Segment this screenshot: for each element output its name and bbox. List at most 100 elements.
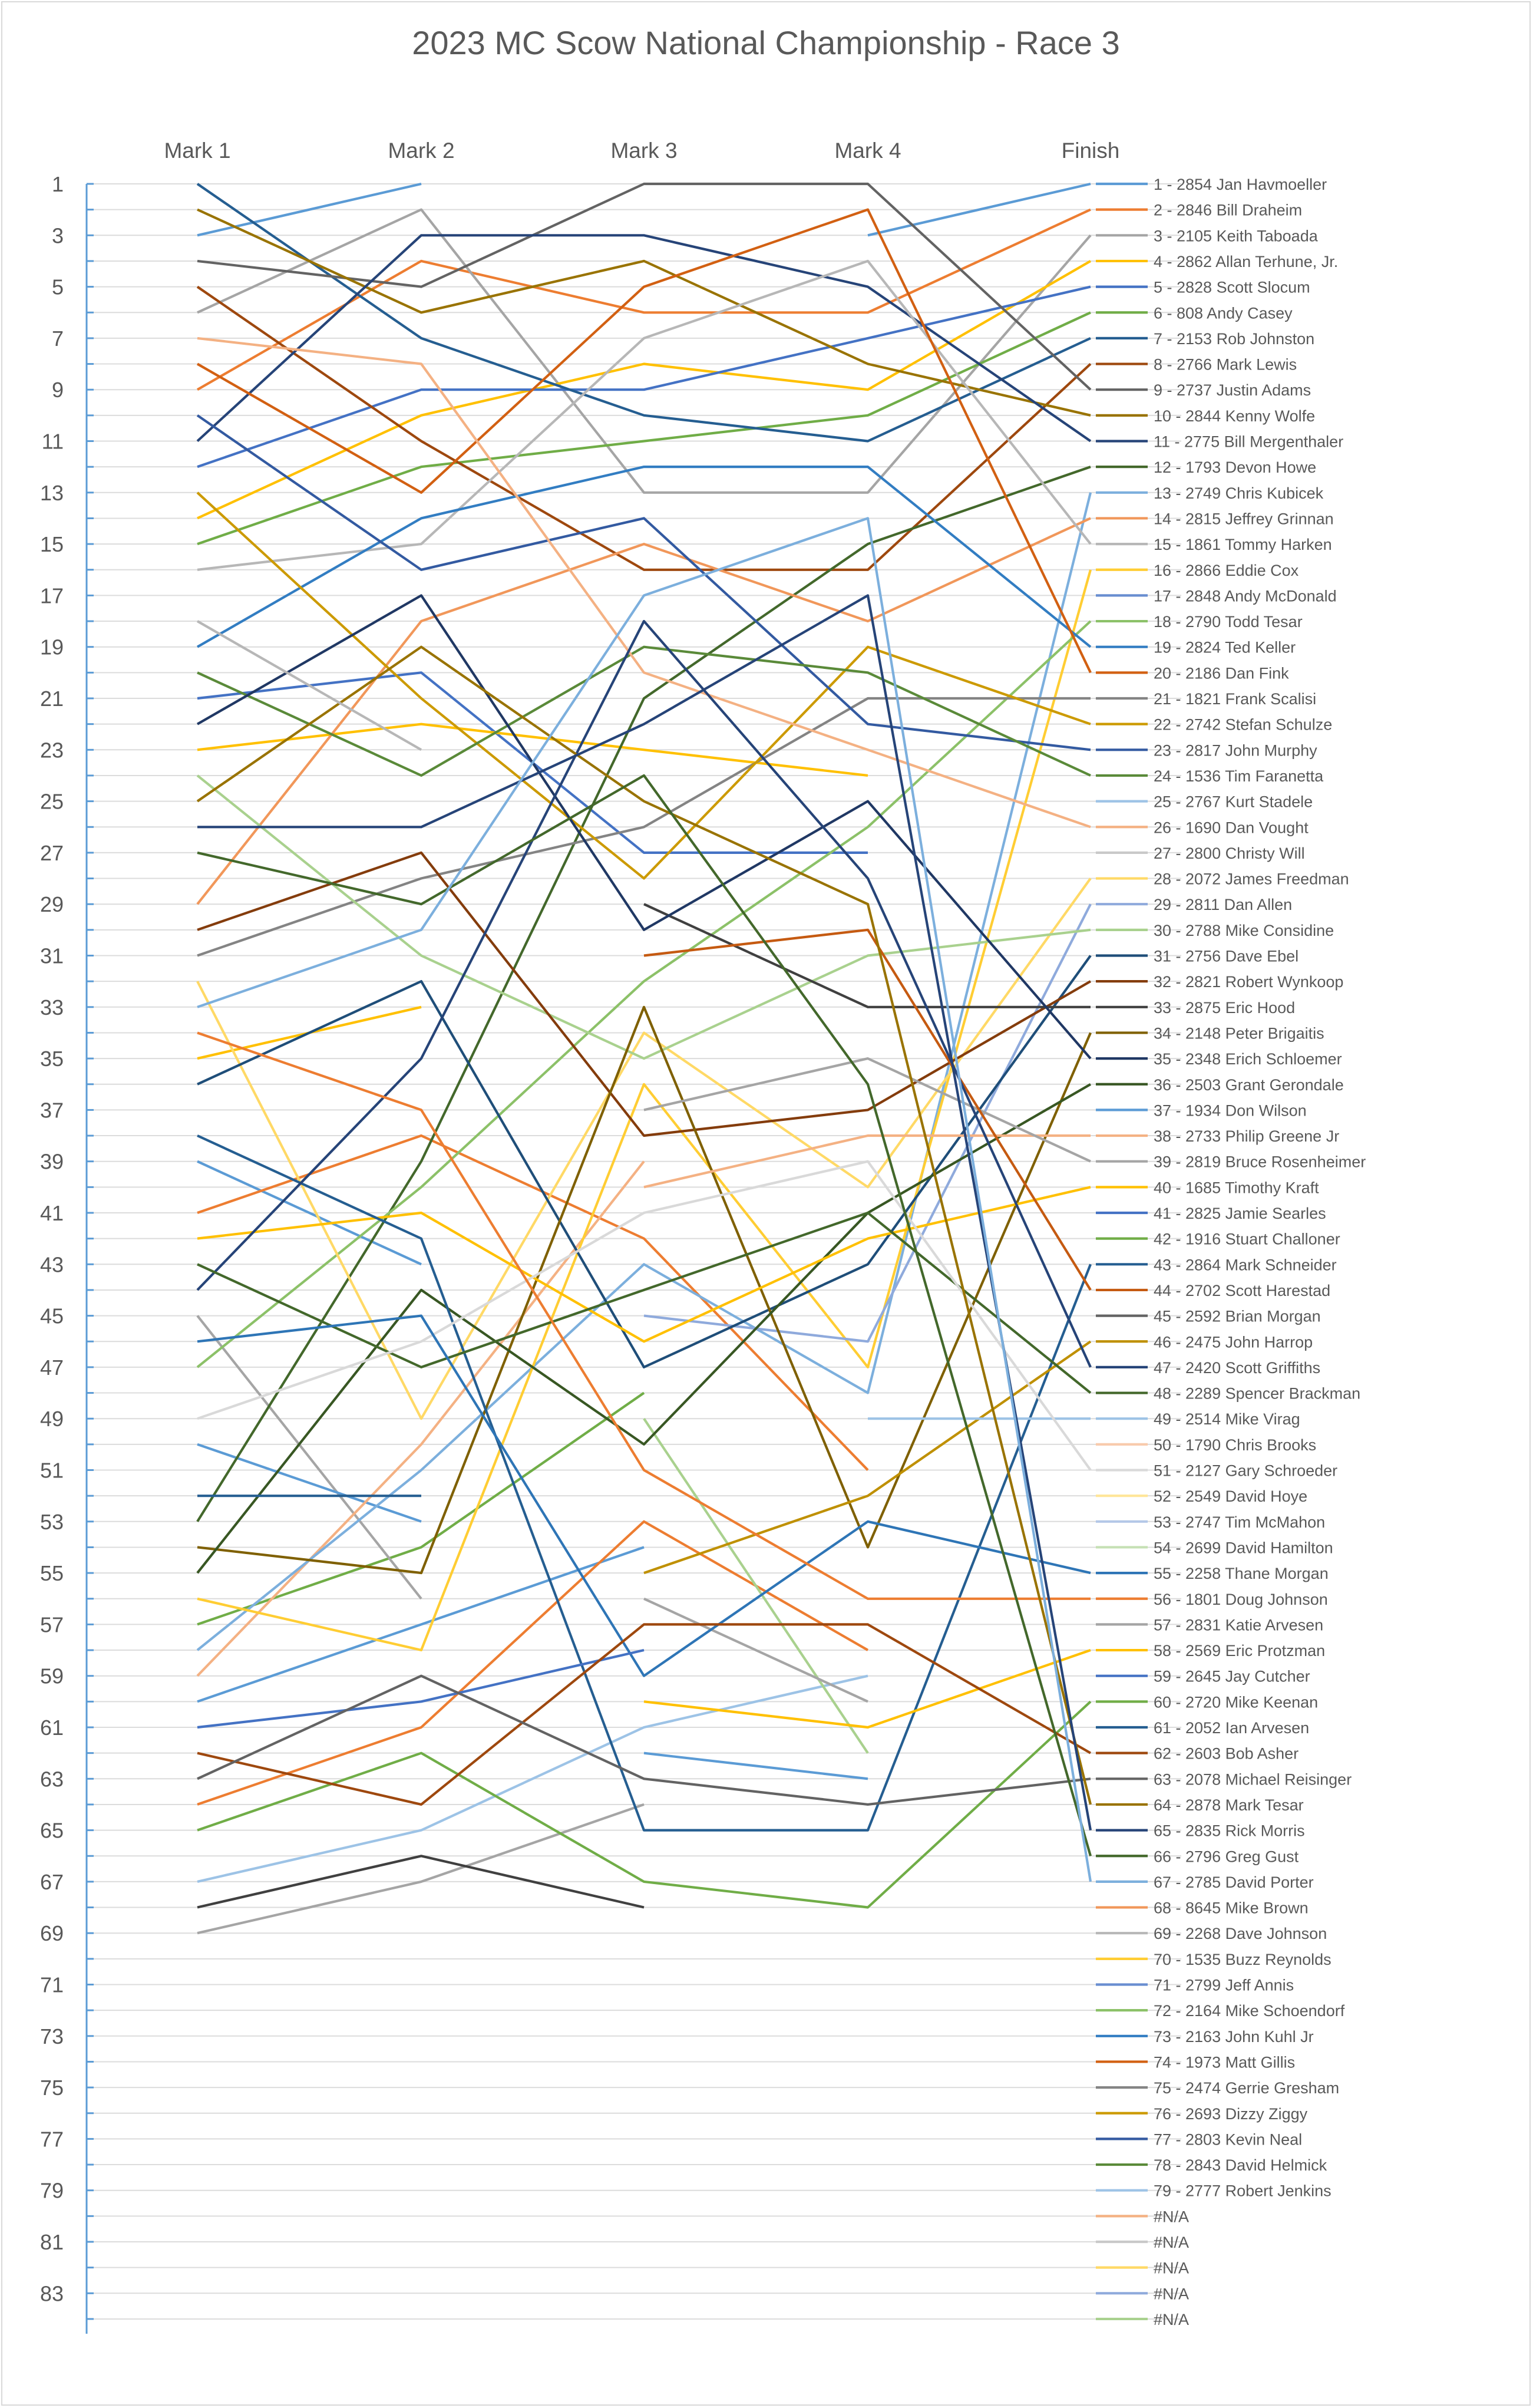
legend-entry: 38 - 2733 Philip Greene Jr xyxy=(1154,1127,1339,1145)
legend-entry: 79 - 2777 Robert Jenkins xyxy=(1154,2182,1332,2200)
series-line xyxy=(196,619,1092,1368)
y-tick-label: 5 xyxy=(52,275,64,299)
series-line xyxy=(197,621,1091,1933)
series-segment xyxy=(197,1803,645,1935)
series-line xyxy=(196,183,1091,443)
x-category-label: Mark 3 xyxy=(610,138,677,163)
legend-entry: 4 - 2862 Allan Terhune, Jr. xyxy=(1154,253,1338,271)
series-line xyxy=(196,1083,1092,1574)
legend-entry: 43 - 2864 Mark Schneider xyxy=(1154,1256,1337,1274)
legend-entry: 52 - 2549 David Hoye xyxy=(1154,1487,1307,1505)
legend-entry: 77 - 2803 Kevin Neal xyxy=(1154,2130,1302,2148)
legend-entry: 40 - 1685 Timothy Kraft xyxy=(1154,1179,1319,1196)
legend-entry: 44 - 2702 Scott Harestad xyxy=(1154,1282,1330,1299)
y-tick-label: 59 xyxy=(40,1664,64,1688)
legend-entry: 33 - 2875 Eric Hood xyxy=(1154,999,1295,1017)
series-segment xyxy=(197,1855,645,1909)
legend-entry: 13 - 2749 Chris Kubicek xyxy=(1154,484,1324,502)
legend-entry: 65 - 2835 Rick Morris xyxy=(1154,1822,1305,1840)
legend-entry: 46 - 2475 John Harrop xyxy=(1154,1333,1313,1351)
series-line xyxy=(196,208,1092,674)
y-tick-label: 77 xyxy=(40,2127,64,2151)
legend-entry: 14 - 2815 Jeffrey Grinnan xyxy=(1154,510,1334,527)
y-tick-label: 19 xyxy=(40,635,64,659)
legend-entry: 67 - 2785 David Porter xyxy=(1154,1873,1314,1891)
y-tick-label: 61 xyxy=(40,1716,64,1740)
y-tick-label: 13 xyxy=(40,481,64,505)
y-tick-label: 81 xyxy=(40,2230,64,2254)
series-segment xyxy=(643,1751,868,1780)
y-tick-label: 1 xyxy=(52,172,64,196)
y-tick-label: 7 xyxy=(52,326,64,351)
series-segment xyxy=(197,1546,645,1703)
legend-entry: 17 - 2848 Andy McDonald xyxy=(1154,587,1337,605)
series-line xyxy=(197,1160,1092,1471)
y-tick-label: 41 xyxy=(40,1201,64,1225)
x-category-label: Finish xyxy=(1062,138,1120,163)
series-line xyxy=(197,955,1092,1368)
y-tick-label: 67 xyxy=(40,1870,64,1894)
x-category-label: Mark 2 xyxy=(388,138,454,163)
legend-entry: 21 - 1821 Frank Scalisi xyxy=(1154,690,1316,708)
series-line xyxy=(197,1314,1091,1677)
series-line xyxy=(196,414,1091,751)
y-tick-label: 63 xyxy=(40,1767,64,1791)
legend-entry: 78 - 2843 David Helmick xyxy=(1154,2156,1327,2174)
legend-entry: 25 - 2767 Kurt Stadele xyxy=(1154,793,1313,811)
y-tick-label: 57 xyxy=(40,1612,64,1637)
x-axis-labels: Mark 1 Mark 2 Mark 3 Mark 4 Finish xyxy=(164,138,1119,163)
legend-entry: #N/A xyxy=(1154,2234,1189,2251)
legend-entry: 74 - 1973 Matt Gillis xyxy=(1154,2053,1295,2071)
series-lines xyxy=(196,182,1092,1935)
series-line xyxy=(196,466,1091,1522)
series-segment xyxy=(643,1418,869,1754)
legend-entry: 15 - 1861 Tommy Harken xyxy=(1154,536,1332,553)
y-tick-label: 51 xyxy=(40,1459,64,1483)
series-line xyxy=(197,1005,1092,1575)
legend-entry: 63 - 2078 Michael Reisinger xyxy=(1154,1770,1352,1788)
series-line xyxy=(643,1134,1091,1189)
legend-entry: 12 - 1793 Devon Howe xyxy=(1154,458,1316,476)
y-tick-label: 39 xyxy=(40,1150,64,1174)
series-line xyxy=(643,903,1091,1008)
legend-entry: 76 - 2693 Dizzy Ziggy xyxy=(1154,2105,1308,2123)
y-tick-label: 31 xyxy=(40,944,64,968)
y-tick-label: 79 xyxy=(40,2179,64,2203)
series-line xyxy=(197,1623,1092,1806)
legend-entry: 29 - 2811 Dan Allen xyxy=(1154,896,1292,913)
legend-entry: 61 - 2052 Ian Arvesen xyxy=(1154,1719,1309,1737)
grid-lines xyxy=(87,183,1181,2320)
series-line xyxy=(643,1649,1091,1729)
legend-entry: 6 - 808 Andy Casey xyxy=(1154,304,1293,322)
x-category-label: Mark 1 xyxy=(164,138,230,163)
series-line xyxy=(643,1057,1091,1163)
series-line xyxy=(197,774,1092,1856)
legend-entry: 31 - 2756 Dave Ebel xyxy=(1154,948,1299,965)
series-line xyxy=(643,903,1092,1343)
legend-entry: 3 - 2105 Keith Taboada xyxy=(1154,227,1319,245)
y-tick-label: 25 xyxy=(40,790,64,814)
y-tick-label: 27 xyxy=(40,841,64,865)
legend-entry: 37 - 1934 Don Wilson xyxy=(1154,1101,1307,1119)
legend-entry: 8 - 2766 Mark Lewis xyxy=(1154,356,1297,374)
y-tick-label: 73 xyxy=(40,2024,64,2049)
legend-entry: 27 - 2800 Christy Will xyxy=(1154,845,1305,862)
legend-entry: 34 - 2148 Peter Brigaitis xyxy=(1154,1024,1324,1042)
legend-entry: #N/A xyxy=(1154,2208,1189,2225)
legend-entry: 55 - 2258 Thane Morgan xyxy=(1154,1565,1329,1582)
series-line xyxy=(196,492,1091,880)
legend-entry: #N/A xyxy=(1154,2259,1189,2277)
series-line xyxy=(643,928,1092,1291)
y-tick-label: 49 xyxy=(40,1407,64,1431)
y-tick-label: 15 xyxy=(40,532,64,556)
legend-entry: 20 - 2186 Dan Fink xyxy=(1154,664,1289,682)
legend-entry: 60 - 2720 Mike Keenan xyxy=(1154,1693,1318,1711)
y-tick-label: 23 xyxy=(40,738,64,762)
legend-entry: 2 - 2846 Bill Draheim xyxy=(1154,202,1302,219)
legend-entry: 36 - 2503 Grant Gerondale xyxy=(1154,1076,1344,1094)
legend-entry: 57 - 2831 Katie Arvesen xyxy=(1154,1616,1323,1634)
series-line xyxy=(196,774,1091,1060)
legend-entry: 68 - 8645 Mike Brown xyxy=(1154,1899,1309,1917)
legend-entry: 18 - 2790 Todd Tesar xyxy=(1154,613,1303,631)
